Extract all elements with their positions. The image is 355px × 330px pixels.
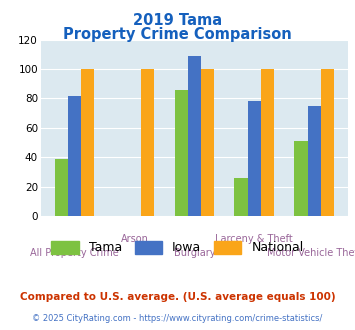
Bar: [68, 95, 81, 216]
Text: Property Crime Comparison: Property Crime Comparison: [63, 27, 292, 42]
Text: 2019 Tama: 2019 Tama: [133, 13, 222, 27]
Text: Motor Vehicle Theft: Motor Vehicle Theft: [267, 248, 355, 258]
Text: Burglary: Burglary: [174, 248, 215, 258]
Bar: [175, 90, 188, 216]
Bar: [321, 69, 334, 216]
Bar: [294, 141, 307, 216]
Bar: [141, 69, 154, 216]
Text: Larceny & Theft: Larceny & Theft: [215, 234, 293, 244]
Bar: [55, 159, 68, 216]
Bar: [307, 106, 321, 216]
Text: All Property Crime: All Property Crime: [30, 248, 119, 258]
Text: © 2025 CityRating.com - https://www.cityrating.com/crime-statistics/: © 2025 CityRating.com - https://www.city…: [32, 314, 323, 323]
Bar: [235, 178, 248, 216]
Bar: [261, 69, 274, 216]
Text: Compared to U.S. average. (U.S. average equals 100): Compared to U.S. average. (U.S. average …: [20, 292, 335, 302]
Bar: [81, 69, 94, 216]
Bar: [188, 56, 201, 216]
Legend: Tama, Iowa, National: Tama, Iowa, National: [47, 236, 308, 259]
Bar: [201, 69, 214, 216]
Text: Arson: Arson: [120, 234, 148, 244]
Bar: [248, 101, 261, 216]
